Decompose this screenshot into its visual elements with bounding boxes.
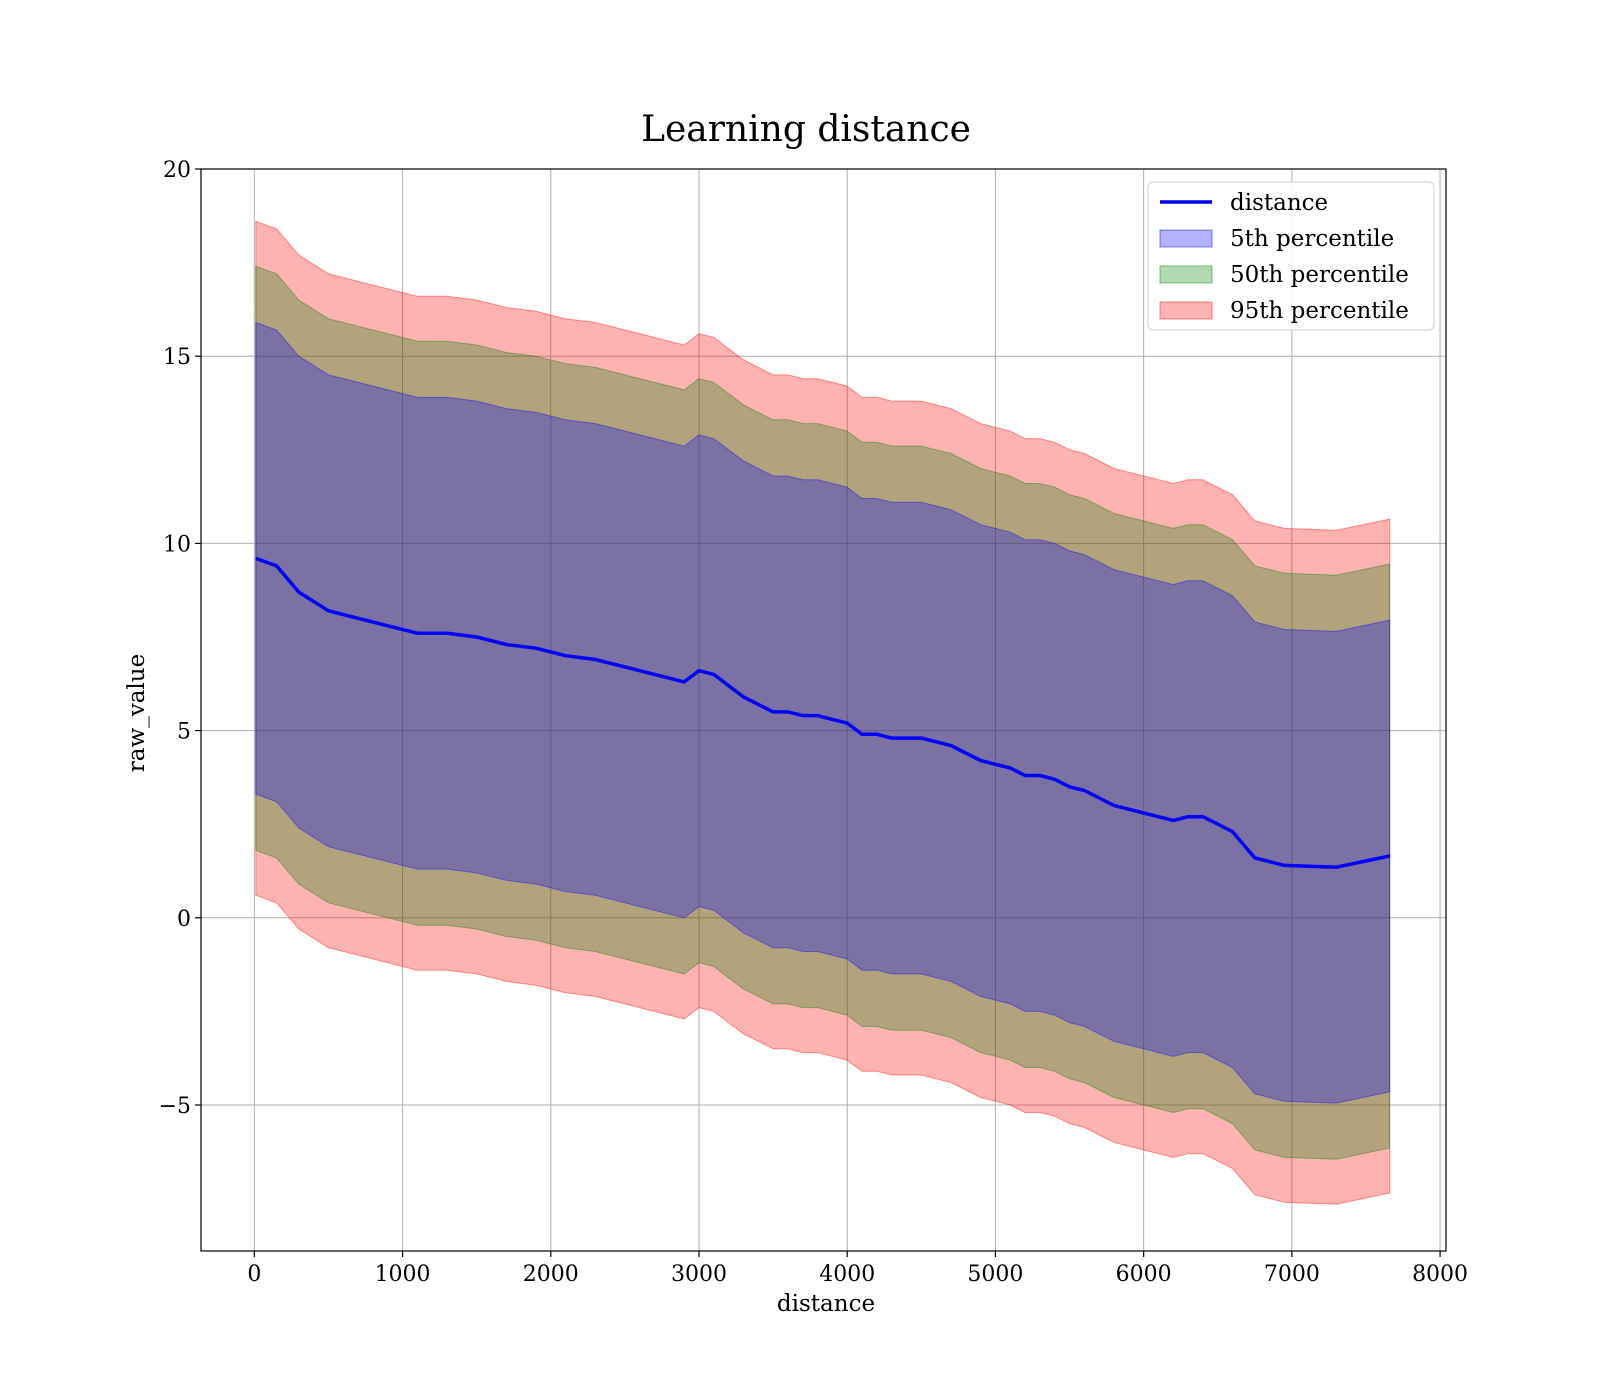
legend-label: 5th percentile xyxy=(1230,226,1394,252)
x-tick-label: 5000 xyxy=(967,1262,1023,1287)
band-50th-percentile xyxy=(255,265,1391,1160)
y-tick-label: 20 xyxy=(163,158,191,183)
distance-line-layer xyxy=(255,556,1391,869)
x-axis-label: distance xyxy=(777,1291,875,1317)
axis-ticks: 0 1000 2000 3000 4000 5000 6000 7000 8000 −5 0 5 10 1… xyxy=(159,158,1469,1287)
x-tick-label: 8000 xyxy=(1412,1262,1468,1287)
x-tick-label: 2000 xyxy=(523,1262,579,1287)
y-tick-label: 15 xyxy=(163,345,191,370)
legend: distance 5th percentile 50th percentile 95t… xyxy=(1147,181,1435,331)
legend-label: distance xyxy=(1230,190,1328,216)
legend-swatch-patch xyxy=(1159,265,1213,284)
y-tick-label: 5 xyxy=(177,720,191,745)
x-tick-label: 1000 xyxy=(375,1262,431,1287)
chart-title: Learning distance xyxy=(641,109,971,150)
x-tick-label: 7000 xyxy=(1264,1262,1320,1287)
y-axis-label: raw_value xyxy=(124,654,150,772)
legend-box xyxy=(1147,181,1435,331)
y-tick-label: −5 xyxy=(159,1094,191,1119)
y-tick-label: 0 xyxy=(177,907,191,932)
x-tick-label: 4000 xyxy=(819,1262,875,1287)
percentile-bands xyxy=(255,220,1391,1205)
plot-frame xyxy=(200,168,1447,1252)
x-tick-label: 0 xyxy=(247,1262,261,1287)
legend-swatch-patch xyxy=(1159,229,1213,248)
legend-label: 95th percentile xyxy=(1230,298,1409,324)
band-95th-percentile xyxy=(255,220,1391,1205)
legend-swatch-patch xyxy=(1159,301,1213,320)
legend-label: 50th percentile xyxy=(1230,262,1409,288)
y-tick-label: 10 xyxy=(163,532,191,557)
distance-line xyxy=(255,556,1391,869)
band-5th-percentile xyxy=(255,321,1391,1104)
x-tick-label: 3000 xyxy=(671,1262,727,1287)
x-tick-label: 6000 xyxy=(1116,1262,1172,1287)
